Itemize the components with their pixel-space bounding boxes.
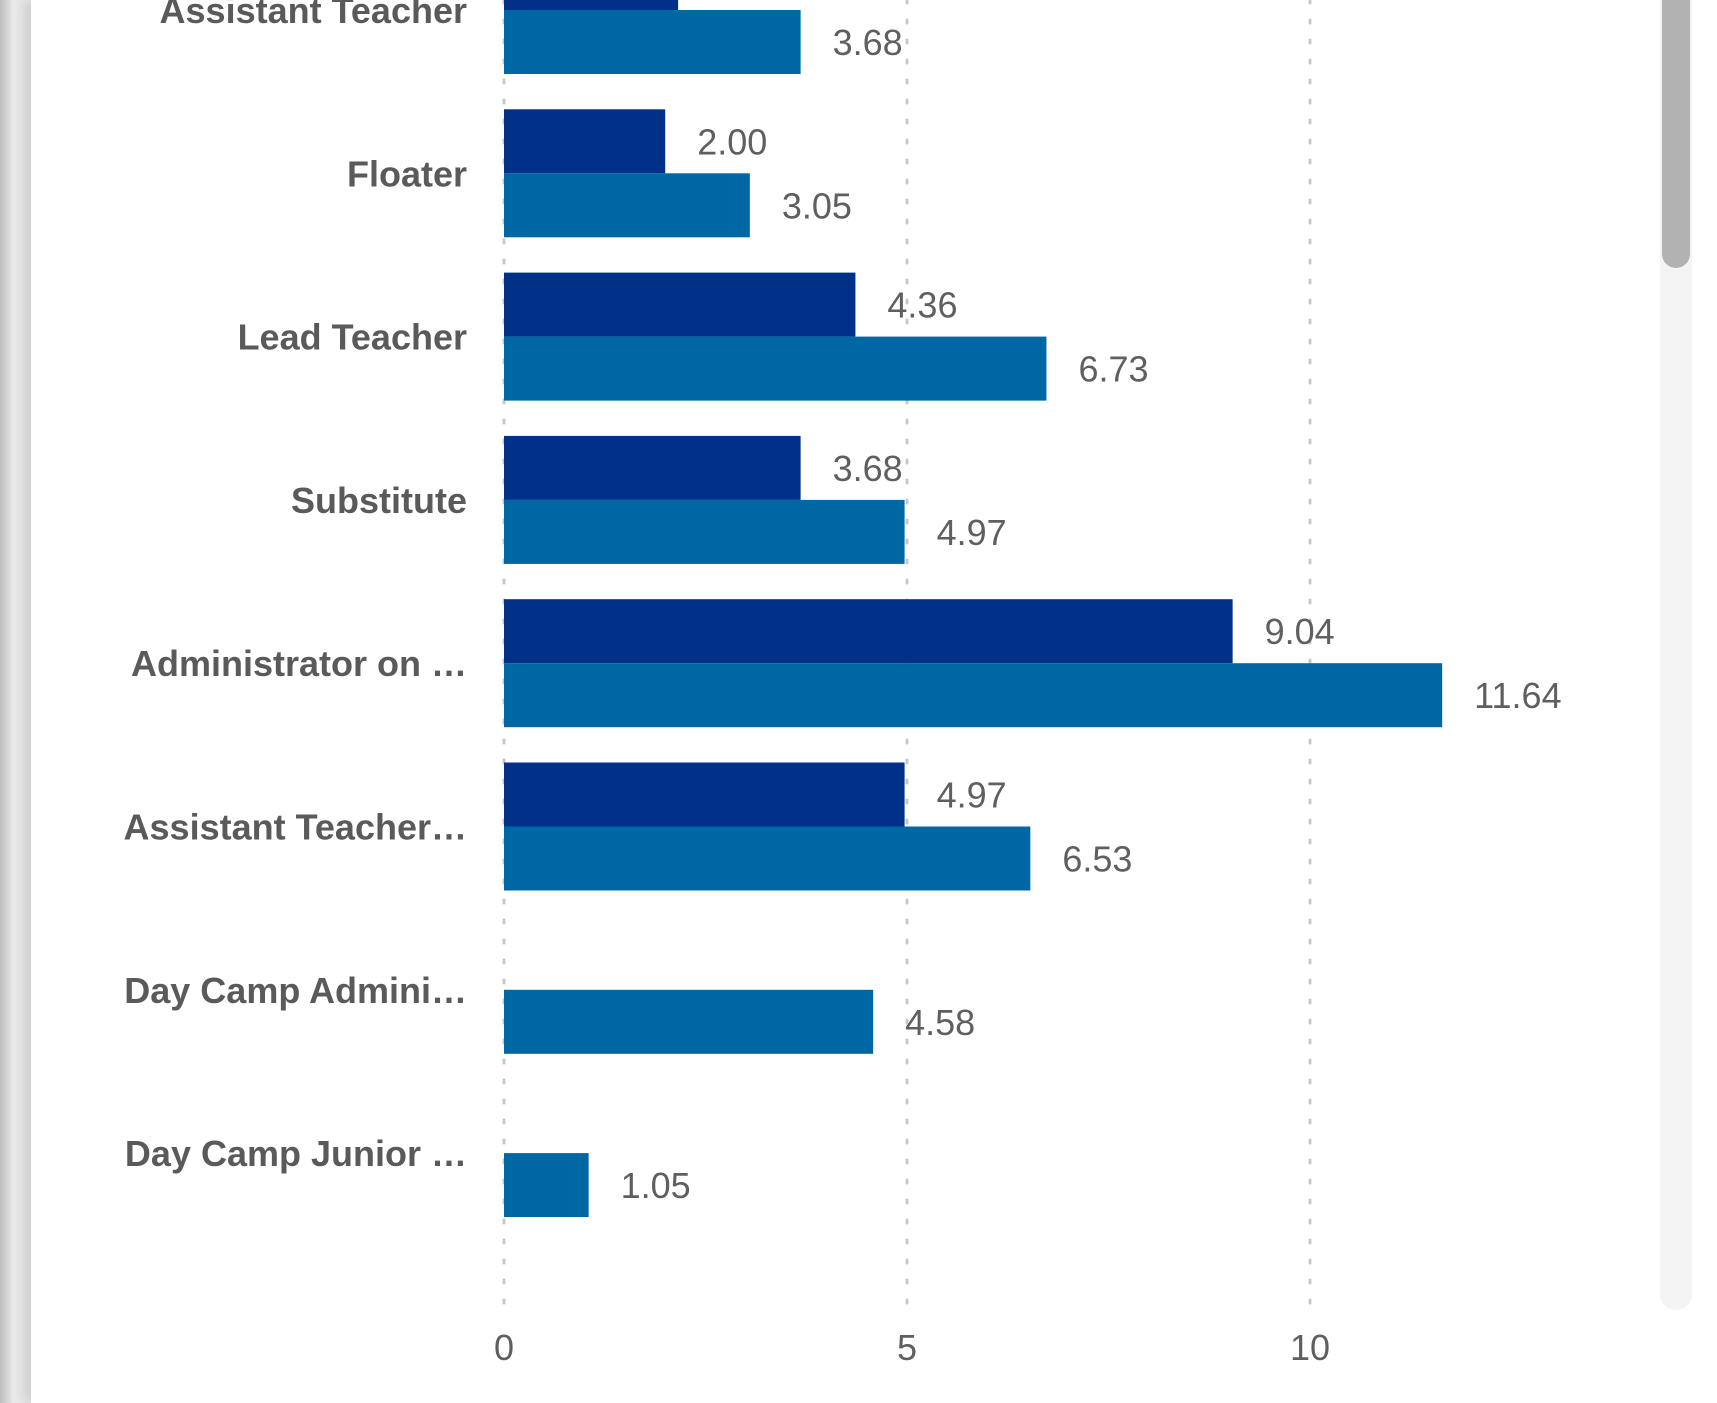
scrollbar-thumb[interactable]	[1662, 0, 1690, 268]
bar-light-1	[504, 173, 750, 238]
category-label-1: Floater	[347, 153, 467, 194]
value-label-light-7: 1.05	[621, 1165, 691, 1206]
category-label-3: Substitute	[291, 480, 467, 521]
value-label-light-1: 3.05	[782, 185, 852, 226]
value-label-light-2: 6.73	[1078, 349, 1148, 390]
category-label-4: Administrator on …	[131, 643, 467, 684]
bar-light-4	[504, 663, 1443, 728]
bar-dark-4	[504, 599, 1233, 664]
value-label-light-5: 6.53	[1062, 839, 1132, 880]
bar-dark-2	[504, 272, 856, 337]
bar-dark-5	[504, 762, 905, 827]
value-label-light-6: 4.58	[905, 1002, 975, 1043]
bar-dark-1	[504, 109, 666, 174]
value-label-light-0: 3.68	[833, 22, 903, 63]
value-label-light-4: 11.64	[1474, 675, 1561, 716]
value-label-dark-3: 3.68	[833, 448, 903, 489]
value-label-dark-5: 4.97	[937, 775, 1007, 816]
value-label-dark-1: 2.00	[697, 121, 767, 162]
x-tick-label-5: 5	[897, 1327, 917, 1368]
category-label-2: Lead Teacher	[238, 317, 467, 358]
bar-light-2	[504, 336, 1047, 401]
x-tick-label-0: 0	[494, 1327, 514, 1368]
value-label-dark-2: 4.36	[887, 285, 957, 326]
category-label-7: Day Camp Junior …	[125, 1133, 467, 1174]
bar-dark-0	[504, 0, 679, 10]
bar-dark-3	[504, 435, 801, 500]
x-tick-label-10: 10	[1290, 1327, 1330, 1368]
panel-edge	[0, 0, 12, 1403]
category-label-5: Assistant Teacher…	[124, 807, 467, 848]
bar-light-3	[504, 499, 905, 564]
category-label-0: Assistant Teacher	[160, 0, 467, 31]
category-label-6: Day Camp Admini…	[124, 970, 467, 1011]
bar-light-7	[504, 1153, 589, 1218]
bar-light-6	[504, 989, 874, 1054]
bar-light-0	[504, 10, 801, 74]
value-label-dark-4: 9.04	[1265, 611, 1335, 652]
value-label-light-3: 4.97	[937, 512, 1007, 553]
bar-light-5	[504, 826, 1031, 891]
